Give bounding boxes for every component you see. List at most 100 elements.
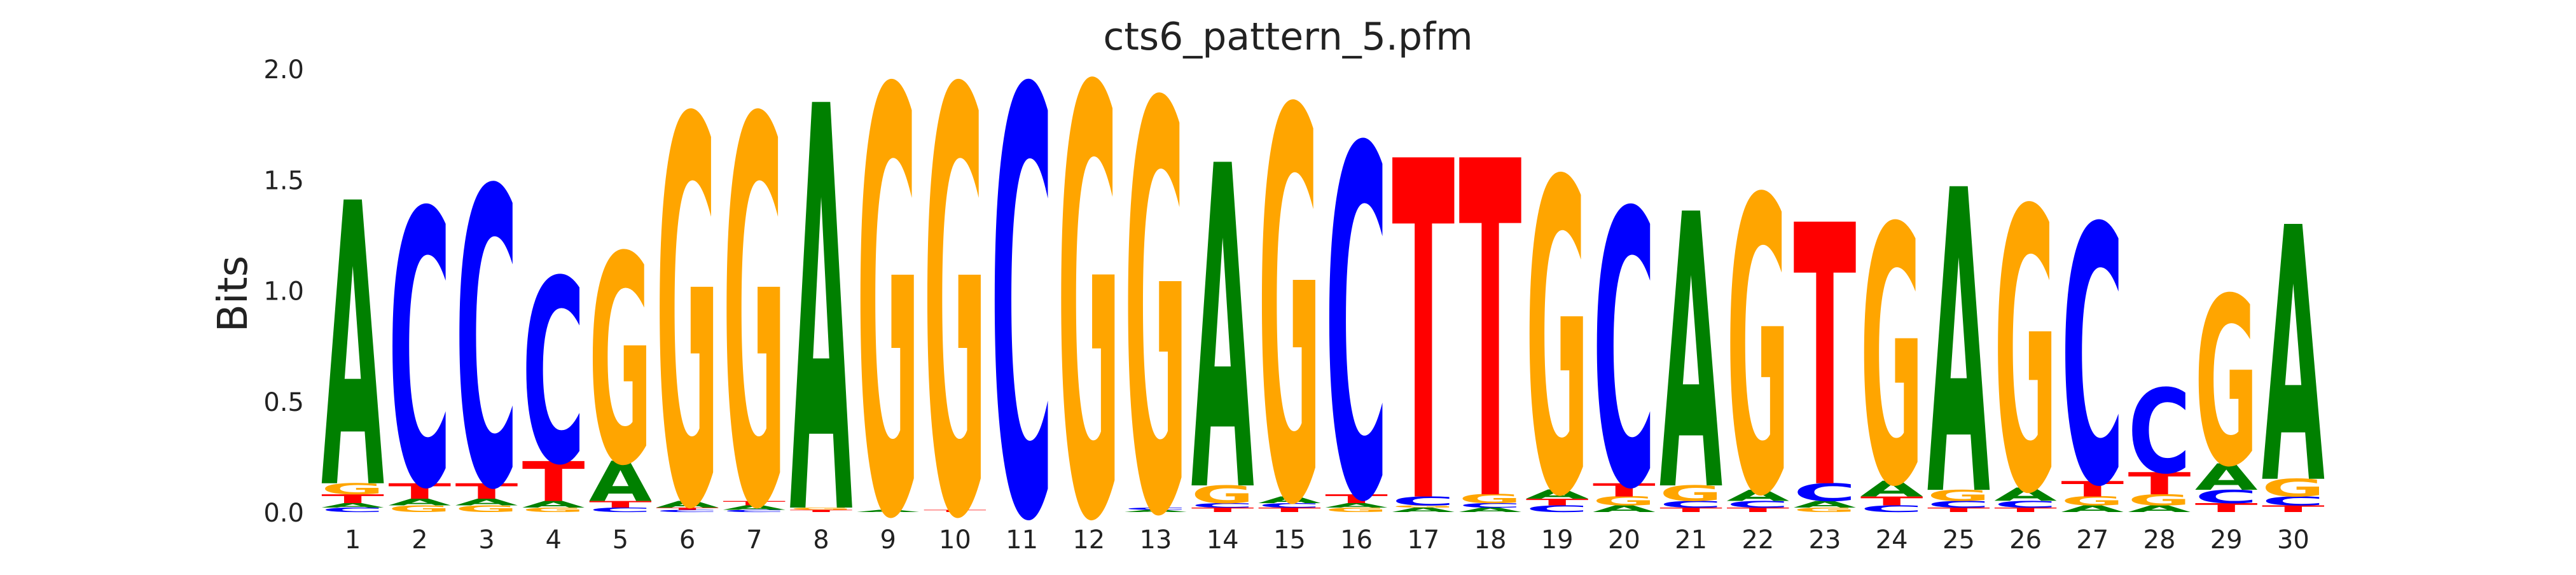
logo-letter-T: T [1659, 506, 1722, 513]
x-tick-label: 10 [939, 525, 971, 555]
logo-letter-G: G [321, 480, 384, 498]
y-tick-label: 1.0 [263, 277, 304, 307]
x-tick-label: 22 [1742, 525, 1774, 555]
logo-letter-T: T [388, 479, 451, 504]
logo-letter-C: C [990, 0, 1053, 572]
logo-letter-G: G [1191, 481, 1254, 509]
logo-letter-C: C [388, 134, 451, 572]
logo-letter-A: A [321, 502, 384, 509]
logo-letter-A: A [1726, 487, 1789, 504]
x-tick-label: 26 [2009, 525, 2042, 555]
logo-letter-A: A [388, 497, 451, 508]
logo-letter-A: A [656, 499, 719, 510]
logo-letter-G: G [2061, 494, 2124, 508]
logo-letter-A: A [1659, 136, 1723, 572]
logo-letter-G: G [1526, 93, 1589, 572]
logo-letter-A: A [1459, 506, 1522, 513]
logo-letter-C: C [1593, 134, 1656, 572]
logo-letter-G: G [1459, 492, 1522, 506]
logo-letter-C: C [522, 227, 585, 521]
x-tick-label: 20 [1608, 525, 1640, 555]
logo-letter-T: T [1325, 492, 1388, 506]
logo-letter-T: T [723, 500, 786, 507]
logo-letter-C: C [1659, 499, 1722, 510]
logo-letter-C: C [1794, 478, 1857, 506]
y-tick-label: 0.5 [263, 388, 304, 417]
logo-letter-C: C [2195, 487, 2258, 508]
logo-letter-T: T [522, 450, 585, 514]
y-tick-label: 2.0 [263, 55, 304, 85]
x-tick-label: 25 [1942, 525, 1975, 555]
x-tick-label: 6 [679, 525, 695, 555]
logo-letter-A: A [1794, 499, 1857, 510]
x-tick-label: 27 [2076, 525, 2109, 555]
logo-letter-A: A [723, 504, 786, 511]
logo-letter-T: T [1927, 506, 1990, 513]
y-tick-label: 0.0 [263, 499, 304, 528]
logo-letter-G: G [2128, 492, 2191, 509]
logo-letter-A: A [589, 450, 652, 514]
x-tick-label: 29 [2210, 525, 2243, 555]
logo-letter-T: T [1526, 497, 1589, 508]
logo-letter-T: T [1459, 66, 1523, 572]
logo-letter-G: G [455, 504, 518, 515]
x-tick-label: 2 [412, 525, 427, 555]
chart-title: cts6_pattern_5.pfm [1103, 15, 1472, 59]
logo-letter-G: G [1125, 0, 1188, 572]
logo-letter-C: C [2128, 365, 2191, 499]
logo-letter-C: C [1191, 502, 1254, 509]
x-tick-label: 28 [2143, 525, 2176, 555]
logo-letter-A: A [1526, 487, 1589, 501]
logo-letter-G: G [723, 10, 786, 572]
logo-letter-T: T [589, 499, 652, 510]
x-tick-label: 15 [1273, 525, 1306, 555]
logo-letter-T: T [656, 507, 719, 511]
logo-letter-C: C [1860, 504, 1923, 515]
logo-letter-A: A [1860, 477, 1923, 502]
logo-letter-A: A [522, 499, 585, 510]
logo-letter-A: A [2061, 504, 2124, 515]
x-tick-label: 18 [1474, 525, 1507, 555]
logo-letter-T: T [1258, 506, 1321, 513]
logo-letter-T: T [2195, 501, 2258, 515]
x-tick-label: 9 [880, 525, 896, 555]
x-tick-label: 4 [545, 525, 561, 555]
logo-letter-C: C [1125, 507, 1188, 511]
y-tick-label: 1.5 [263, 166, 304, 195]
logo-letter-A: A [2262, 155, 2325, 562]
y-axis-label: Bits [210, 256, 257, 332]
logo-letter-C: C [656, 509, 719, 513]
logo-letter-C: C [1927, 499, 1990, 510]
logo-letter-G: G [2262, 475, 2325, 503]
x-tick-label: 5 [613, 525, 628, 555]
logo-letter-C: C [455, 106, 518, 572]
logo-letter-G: G [1994, 130, 2057, 572]
logo-letter-C: C [1258, 502, 1321, 509]
logo-letter-G: G [1927, 487, 1990, 505]
y-axis-ticks: 0.0 0.5 1.0 1.5 2.0 [263, 55, 304, 528]
logo-letter-A: A [1392, 506, 1455, 513]
logo-letter-A: A [1927, 104, 1991, 572]
logo-letter-A: A [790, 0, 854, 572]
x-tick-label: 19 [1541, 525, 1574, 555]
logo-letter-T: T [1860, 494, 1923, 508]
logo-letter-T: T [1994, 506, 2057, 513]
x-tick-label: 1 [345, 525, 361, 555]
logo-letter-G: G [1325, 506, 1388, 513]
logo-letter-A: A [321, 123, 385, 572]
x-tick-label: 12 [1072, 525, 1105, 555]
logo-letter-G: G [1794, 506, 1857, 513]
logo-letter-G: G [1659, 481, 1722, 506]
x-tick-label: 23 [1809, 525, 1841, 555]
logo-letter-A: A [1994, 484, 2057, 505]
logo-letter-A: A [2195, 456, 2258, 499]
logo-letter-G: G [522, 506, 585, 513]
logo-letter-A: A [1258, 495, 1321, 506]
x-tick-label: 21 [1675, 525, 1707, 555]
logo-letter-C: C [1459, 502, 1522, 509]
logo-letter-C: C [321, 506, 384, 513]
logo-letter-C: C [1726, 499, 1789, 510]
x-tick-label: 30 [2277, 525, 2309, 555]
